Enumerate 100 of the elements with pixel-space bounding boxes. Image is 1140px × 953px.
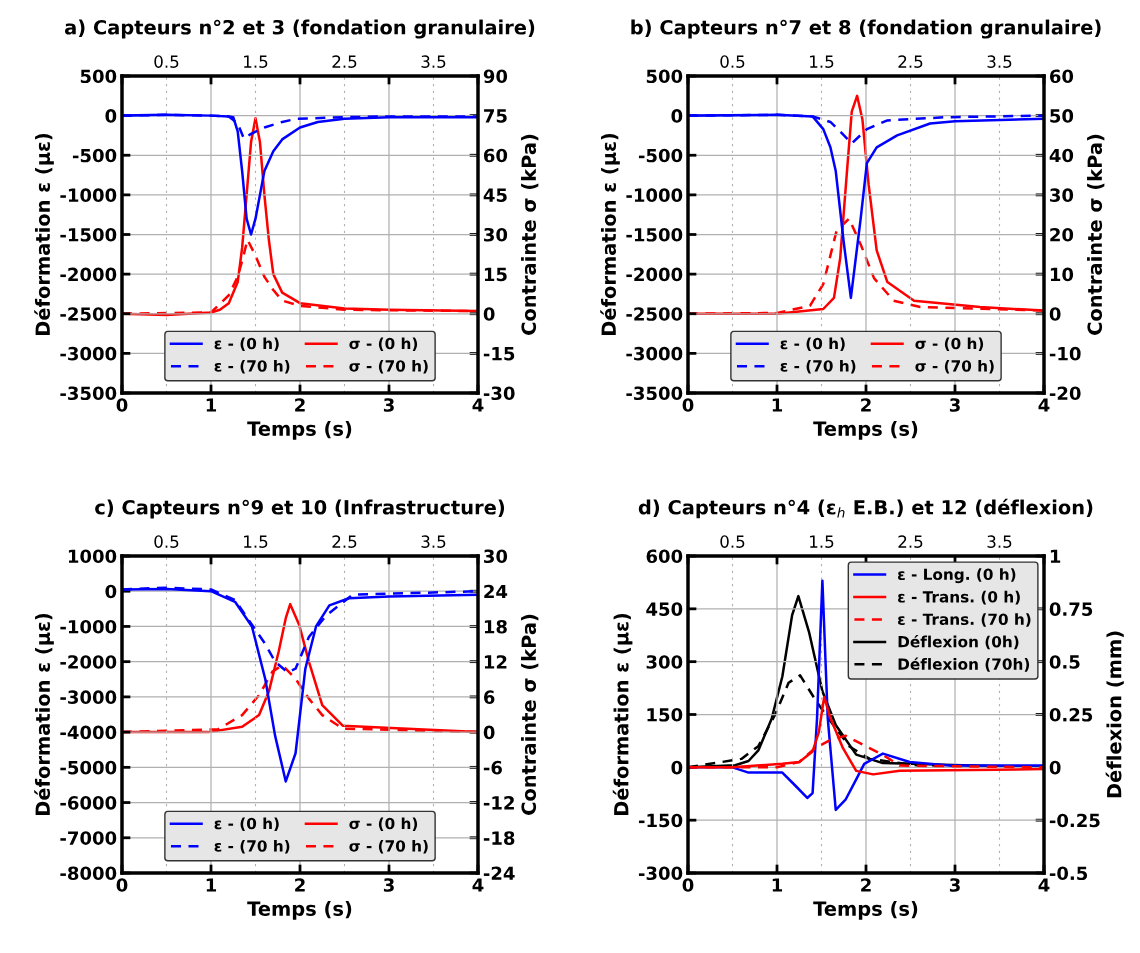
y-tick-label: -8000 bbox=[60, 866, 117, 881]
y-tick-label: -500 bbox=[72, 148, 117, 163]
y-tick-label: -2000 bbox=[60, 655, 117, 669]
x-tick-label: 4 bbox=[1038, 878, 1050, 892]
x2-tick-label: 3.5 bbox=[987, 535, 1012, 548]
x-tick-label: 3 bbox=[383, 398, 394, 412]
y-tick-label: -1500 bbox=[60, 227, 117, 242]
y2-tick-label: 40 bbox=[1049, 148, 1074, 163]
y-tick-label: -3500 bbox=[626, 386, 683, 401]
x2-tick-label: 3.5 bbox=[421, 535, 446, 548]
legend-label: Déflexion (70h) bbox=[898, 657, 1030, 672]
y2-tick-label: 50 bbox=[1050, 109, 1074, 123]
y2-tick-label: 0 bbox=[483, 725, 495, 740]
y-tick-label: -1000 bbox=[60, 619, 117, 634]
y2-tick-label: 30 bbox=[484, 227, 508, 242]
y2-tick-label: 1 bbox=[1050, 549, 1061, 563]
x-tick-label: 1 bbox=[206, 878, 217, 892]
y2-tick-label: 0 bbox=[1049, 307, 1061, 321]
y2-tick-label: 10 bbox=[1050, 267, 1074, 282]
legend-label: ε - (70 h) bbox=[780, 359, 856, 374]
y2-tick-label: -20 bbox=[1049, 386, 1081, 401]
x-axis-title: Temps (s) bbox=[813, 900, 918, 920]
x-tick-label: 1 bbox=[772, 398, 783, 412]
chart-title: d) Capteurs n°4 (ε$_{h}$ E.B.) et 12 (déflexion) bbox=[638, 498, 1093, 519]
x2-tick-label: 2.5 bbox=[332, 535, 357, 548]
legend-label: σ - (70 h) bbox=[915, 359, 994, 374]
y-axis-title: Déformation ε (µε) bbox=[34, 133, 54, 335]
y2-tick-label: -12 bbox=[483, 796, 514, 810]
y2-tick-label: 60 bbox=[1049, 69, 1074, 84]
x-tick-label: 4 bbox=[472, 878, 484, 892]
y2-tick-label: 12 bbox=[484, 655, 507, 669]
y2-tick-label: -10 bbox=[1049, 346, 1081, 361]
y-tick-label: -3000 bbox=[60, 690, 117, 705]
legend-label: σ - (70 h) bbox=[349, 839, 428, 854]
y2-tick-label: -6 bbox=[483, 760, 502, 775]
y2-tick-label: 0 bbox=[1049, 760, 1061, 775]
chart-title: c) Capteurs n°9 et 10 (Infrastructure) bbox=[95, 499, 505, 519]
x-axis-title: Temps (s) bbox=[813, 420, 918, 440]
legend-label: σ - (0 h) bbox=[915, 337, 984, 352]
y-tick-label: -2500 bbox=[626, 307, 683, 321]
legend-label: ε - (0 h) bbox=[214, 337, 279, 352]
y-tick-label: -3000 bbox=[60, 346, 117, 361]
chart-title: b) Capteurs n°7 et 8 (fondation granulaire) bbox=[631, 19, 1101, 39]
legend-label: Déflexion (0h) bbox=[898, 635, 1019, 650]
x2-tick-label: 0.5 bbox=[720, 535, 745, 548]
y2-tick-label: 18 bbox=[484, 619, 507, 634]
y2-axis-title: Contrainte σ (kPa) bbox=[521, 614, 539, 815]
y-tick-label: 600 bbox=[646, 549, 683, 564]
y-tick-label: -2000 bbox=[60, 267, 117, 282]
y-tick-label: -4000 bbox=[60, 725, 117, 740]
y2-tick-label: 90 bbox=[483, 69, 508, 84]
y-tick-label: -300 bbox=[638, 866, 683, 881]
y-tick-label: -1000 bbox=[60, 188, 117, 202]
x2-tick-label: 2.5 bbox=[898, 55, 923, 68]
y2-tick-label: -18 bbox=[483, 831, 515, 845]
y2-tick-label: 24 bbox=[484, 584, 508, 599]
x-tick-label: 3 bbox=[383, 878, 394, 892]
y2-tick-label: 20 bbox=[1050, 227, 1074, 242]
legend-label: ε - Long. (0 h) bbox=[898, 568, 1016, 584]
x-axis-title: Temps (s) bbox=[247, 900, 352, 920]
y-tick-label: -1500 bbox=[626, 227, 683, 242]
y-tick-label: 1000 bbox=[68, 549, 117, 564]
x-tick-label: 2 bbox=[295, 878, 305, 892]
x-tick-label: 0 bbox=[682, 398, 694, 412]
legend-label: ε - (70 h) bbox=[214, 359, 290, 374]
y2-tick-label: 45 bbox=[483, 188, 507, 202]
y2-tick-label: -0.25 bbox=[1049, 813, 1100, 828]
y-tick-label: 150 bbox=[647, 707, 683, 722]
y-tick-label: -3500 bbox=[60, 386, 117, 401]
y-axis-title: Déformation ε (µε) bbox=[612, 613, 633, 815]
x2-tick-label: 3.5 bbox=[987, 55, 1012, 68]
x2-tick-label: 0.5 bbox=[154, 55, 179, 68]
y2-tick-label: 6 bbox=[483, 690, 495, 705]
y2-tick-label: 60 bbox=[483, 148, 508, 163]
x-tick-label: 2 bbox=[861, 878, 871, 892]
y2-axis-title: Contrainte σ (kPa) bbox=[521, 134, 539, 335]
y-tick-label: -2000 bbox=[626, 267, 683, 282]
x-tick-label: 2 bbox=[295, 398, 305, 412]
y2-tick-label: 0.25 bbox=[1049, 707, 1093, 722]
legend-label: ε - (70 h) bbox=[214, 839, 290, 854]
y-axis-title: Déformation ε (µε) bbox=[600, 133, 620, 335]
legend-label: ε - Trans. (0 h) bbox=[898, 590, 1020, 605]
y2-tick-label: 30 bbox=[1050, 188, 1074, 202]
x-tick-label: 1 bbox=[772, 878, 783, 892]
y-tick-label: -7000 bbox=[60, 831, 117, 845]
x2-tick-label: 1.5 bbox=[810, 535, 834, 548]
y-tick-label: -5000 bbox=[60, 760, 117, 775]
x-tick-label: 4 bbox=[1038, 398, 1050, 412]
y-tick-label: -150 bbox=[638, 813, 683, 828]
x2-tick-label: 0.5 bbox=[154, 535, 179, 548]
x-tick-label: 0 bbox=[682, 878, 694, 892]
legend-label: σ - (0 h) bbox=[349, 817, 418, 832]
x-tick-label: 1 bbox=[206, 398, 217, 412]
x-tick-label: 3 bbox=[949, 878, 960, 892]
y2-axis-title: Contrainte σ (kPa) bbox=[1087, 134, 1105, 335]
y-tick-label: 300 bbox=[646, 655, 683, 669]
legend-label: σ - (70 h) bbox=[349, 359, 428, 374]
x-tick-label: 4 bbox=[472, 398, 484, 412]
y2-tick-label: 0.5 bbox=[1049, 655, 1080, 669]
y-tick-label: 500 bbox=[646, 69, 683, 84]
